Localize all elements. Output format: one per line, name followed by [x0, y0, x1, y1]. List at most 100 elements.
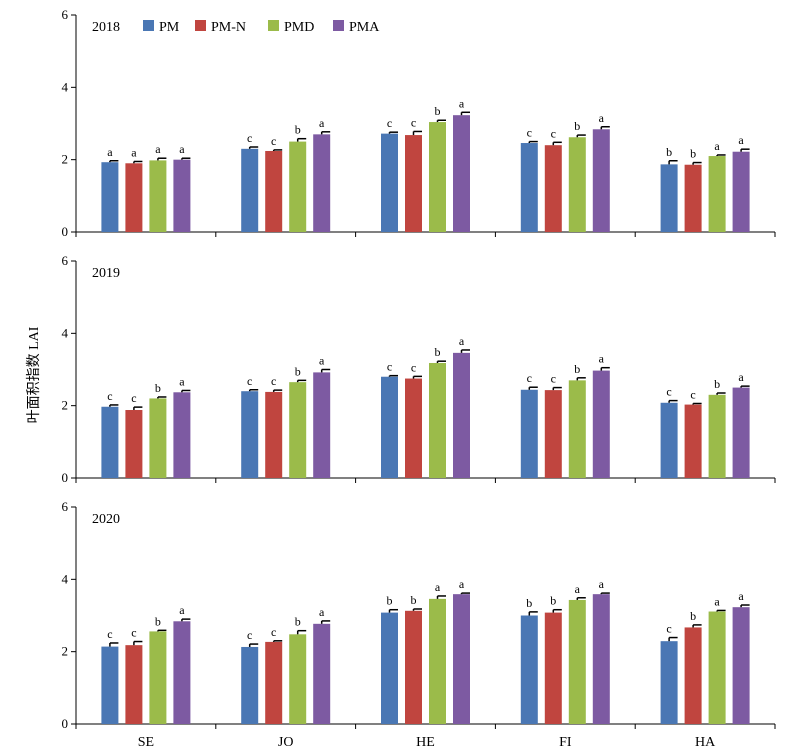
significance-label: a	[738, 370, 744, 384]
bar-HE-PM-N	[405, 135, 422, 232]
significance-label: c	[666, 622, 671, 636]
bar-SE-PMA	[173, 621, 191, 724]
y-tick-label: 4	[62, 571, 69, 586]
significance-label: c	[387, 116, 392, 130]
significance-label: c	[551, 126, 556, 140]
bar-HA-PM	[660, 164, 678, 232]
significance-label: c	[690, 387, 695, 401]
significance-label: c	[271, 625, 276, 639]
significance-label: c	[107, 389, 112, 403]
bar-HE-PMA	[453, 115, 470, 232]
significance-label: c	[411, 115, 416, 129]
x-tick-label-SE: SE	[138, 735, 154, 750]
bar-SE-PMD	[149, 631, 167, 724]
panel-2018: 0 2 4 6 2018 a a a a c c b a c c b a c c b a b b a a	[62, 7, 776, 239]
bar-HA-PMD	[708, 611, 726, 724]
significance-label: a	[155, 142, 161, 156]
significance-label: b	[435, 104, 441, 118]
bar-SE-PMA	[173, 392, 191, 478]
significance-label: a	[459, 334, 465, 348]
bar-HE-PM-N	[405, 378, 422, 478]
significance-label: b	[666, 145, 672, 159]
bar-JO-PM	[241, 391, 259, 478]
bar-HE-PM-N	[405, 610, 422, 724]
legend-swatch-PM-N	[195, 20, 206, 31]
bar-HE-PMA	[453, 594, 470, 724]
bar-HE-PM	[381, 133, 398, 232]
significance-label: b	[714, 377, 720, 391]
bar-JO-PMA	[313, 372, 331, 478]
y-tick-label: 0	[62, 470, 69, 485]
significance-label: a	[131, 145, 137, 159]
significance-label: a	[107, 145, 113, 159]
significance-label: a	[459, 577, 465, 591]
significance-label: b	[690, 147, 696, 161]
significance-label: c	[131, 391, 136, 405]
significance-label: c	[527, 371, 532, 385]
significance-label: a	[435, 580, 441, 594]
y-tick-label: 4	[62, 79, 69, 94]
bar-HE-PM	[381, 376, 398, 478]
bar-HA-PM-N	[684, 404, 702, 478]
bar-FI-PM-N	[544, 390, 562, 478]
y-tick-label: 2	[62, 644, 69, 659]
bar-SE-PMA	[173, 159, 191, 232]
legend-label-PM-N: PM-N	[211, 20, 246, 35]
significance-label: a	[599, 352, 605, 366]
bar-SE-PMD	[149, 398, 167, 478]
significance-label: a	[738, 133, 744, 147]
bar-FI-PMD	[568, 137, 586, 232]
y-tick-label: 0	[62, 224, 69, 239]
bar-JO-PM-N	[265, 150, 283, 232]
y-tick-label: 6	[62, 7, 69, 22]
bar-FI-PM	[520, 615, 538, 724]
significance-label: c	[271, 374, 276, 388]
bar-FI-PM	[520, 143, 538, 232]
significance-label: b	[526, 596, 532, 610]
bar-JO-PMA	[313, 623, 331, 724]
significance-label: c	[527, 126, 532, 140]
significance-label: a	[459, 96, 465, 110]
bar-HE-PM	[381, 612, 398, 724]
bar-HA-PMA	[732, 387, 750, 478]
bar-SE-PM-N	[125, 163, 143, 232]
significance-label: b	[155, 381, 161, 395]
bar-FI-PMA	[592, 129, 610, 232]
bar-JO-PMD	[289, 382, 307, 478]
panel-year-label: 2018	[92, 20, 120, 35]
significance-label: c	[387, 360, 392, 374]
significance-label: b	[435, 345, 441, 359]
panel-year-label: 2019	[92, 266, 120, 281]
legend-label-PMD: PMD	[284, 20, 314, 35]
y-tick-label: 6	[62, 253, 69, 268]
bar-FI-PM-N	[544, 145, 562, 232]
bar-HE-PMA	[453, 352, 470, 478]
significance-label: b	[295, 364, 301, 378]
bar-HE-PMD	[429, 362, 446, 478]
bar-SE-PM-N	[125, 410, 143, 478]
significance-label: c	[551, 372, 556, 386]
bar-JO-PMD	[289, 141, 307, 232]
significance-label: a	[179, 142, 185, 156]
bar-SE-PM-N	[125, 645, 143, 724]
legend-swatch-PM	[143, 20, 154, 31]
bar-HA-PM-N	[684, 164, 702, 232]
significance-label: a	[319, 116, 325, 130]
panel-year-label: 2020	[92, 512, 120, 527]
significance-label: a	[179, 374, 185, 388]
bar-JO-PM-N	[265, 391, 283, 478]
significance-label: b	[155, 614, 161, 628]
y-tick-label: 2	[62, 398, 69, 413]
bar-FI-PM	[520, 389, 538, 478]
legend-label-PMA: PMA	[349, 20, 380, 35]
significance-label: b	[574, 119, 580, 133]
significance-label: c	[247, 374, 252, 388]
bar-JO-PM	[241, 148, 259, 232]
y-axis-label: 叶面积指数 LAI	[26, 326, 42, 423]
bar-FI-PMD	[568, 380, 586, 478]
significance-label: b	[574, 362, 580, 376]
significance-label: b	[295, 615, 301, 629]
bar-SE-PM	[101, 162, 119, 232]
bar-HA-PMD	[708, 156, 726, 232]
significance-label: c	[271, 134, 276, 148]
